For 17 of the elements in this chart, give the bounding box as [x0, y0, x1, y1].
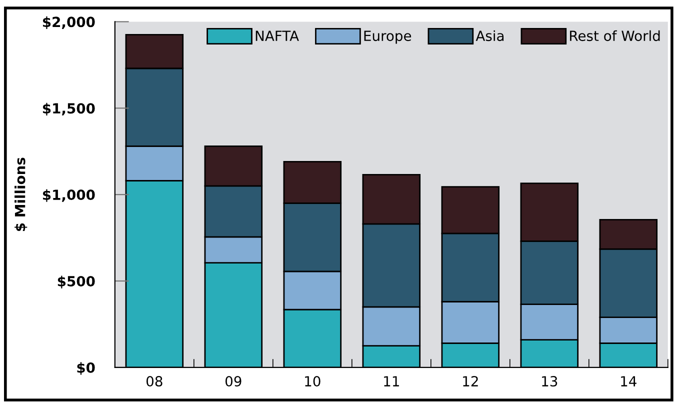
legend-label: NAFTA [256, 30, 299, 41]
y-tick-label: $0 [77, 362, 95, 375]
y-tick-label: $1,500 [42, 102, 95, 116]
x-tick-label: 10 [305, 376, 320, 387]
y-tick-label: $500 [58, 276, 95, 288]
x-tick-label: 13 [542, 376, 558, 387]
y-axis-title: $ Millions [14, 158, 28, 232]
y-tick-label: $2,000 [42, 16, 95, 30]
legend-label: Rest of World [570, 30, 660, 42]
x-tick-label: 14 [621, 376, 636, 386]
y-tick-label: $1,000 [42, 189, 95, 202]
x-tick-label: 12 [463, 376, 478, 386]
legend-label: Asia [476, 30, 504, 42]
x-tick-label: 11 [384, 376, 399, 386]
legend-label: Europe [364, 30, 412, 44]
x-tick-label: 08 [146, 376, 162, 387]
x-tick-label: 09 [225, 376, 242, 387]
